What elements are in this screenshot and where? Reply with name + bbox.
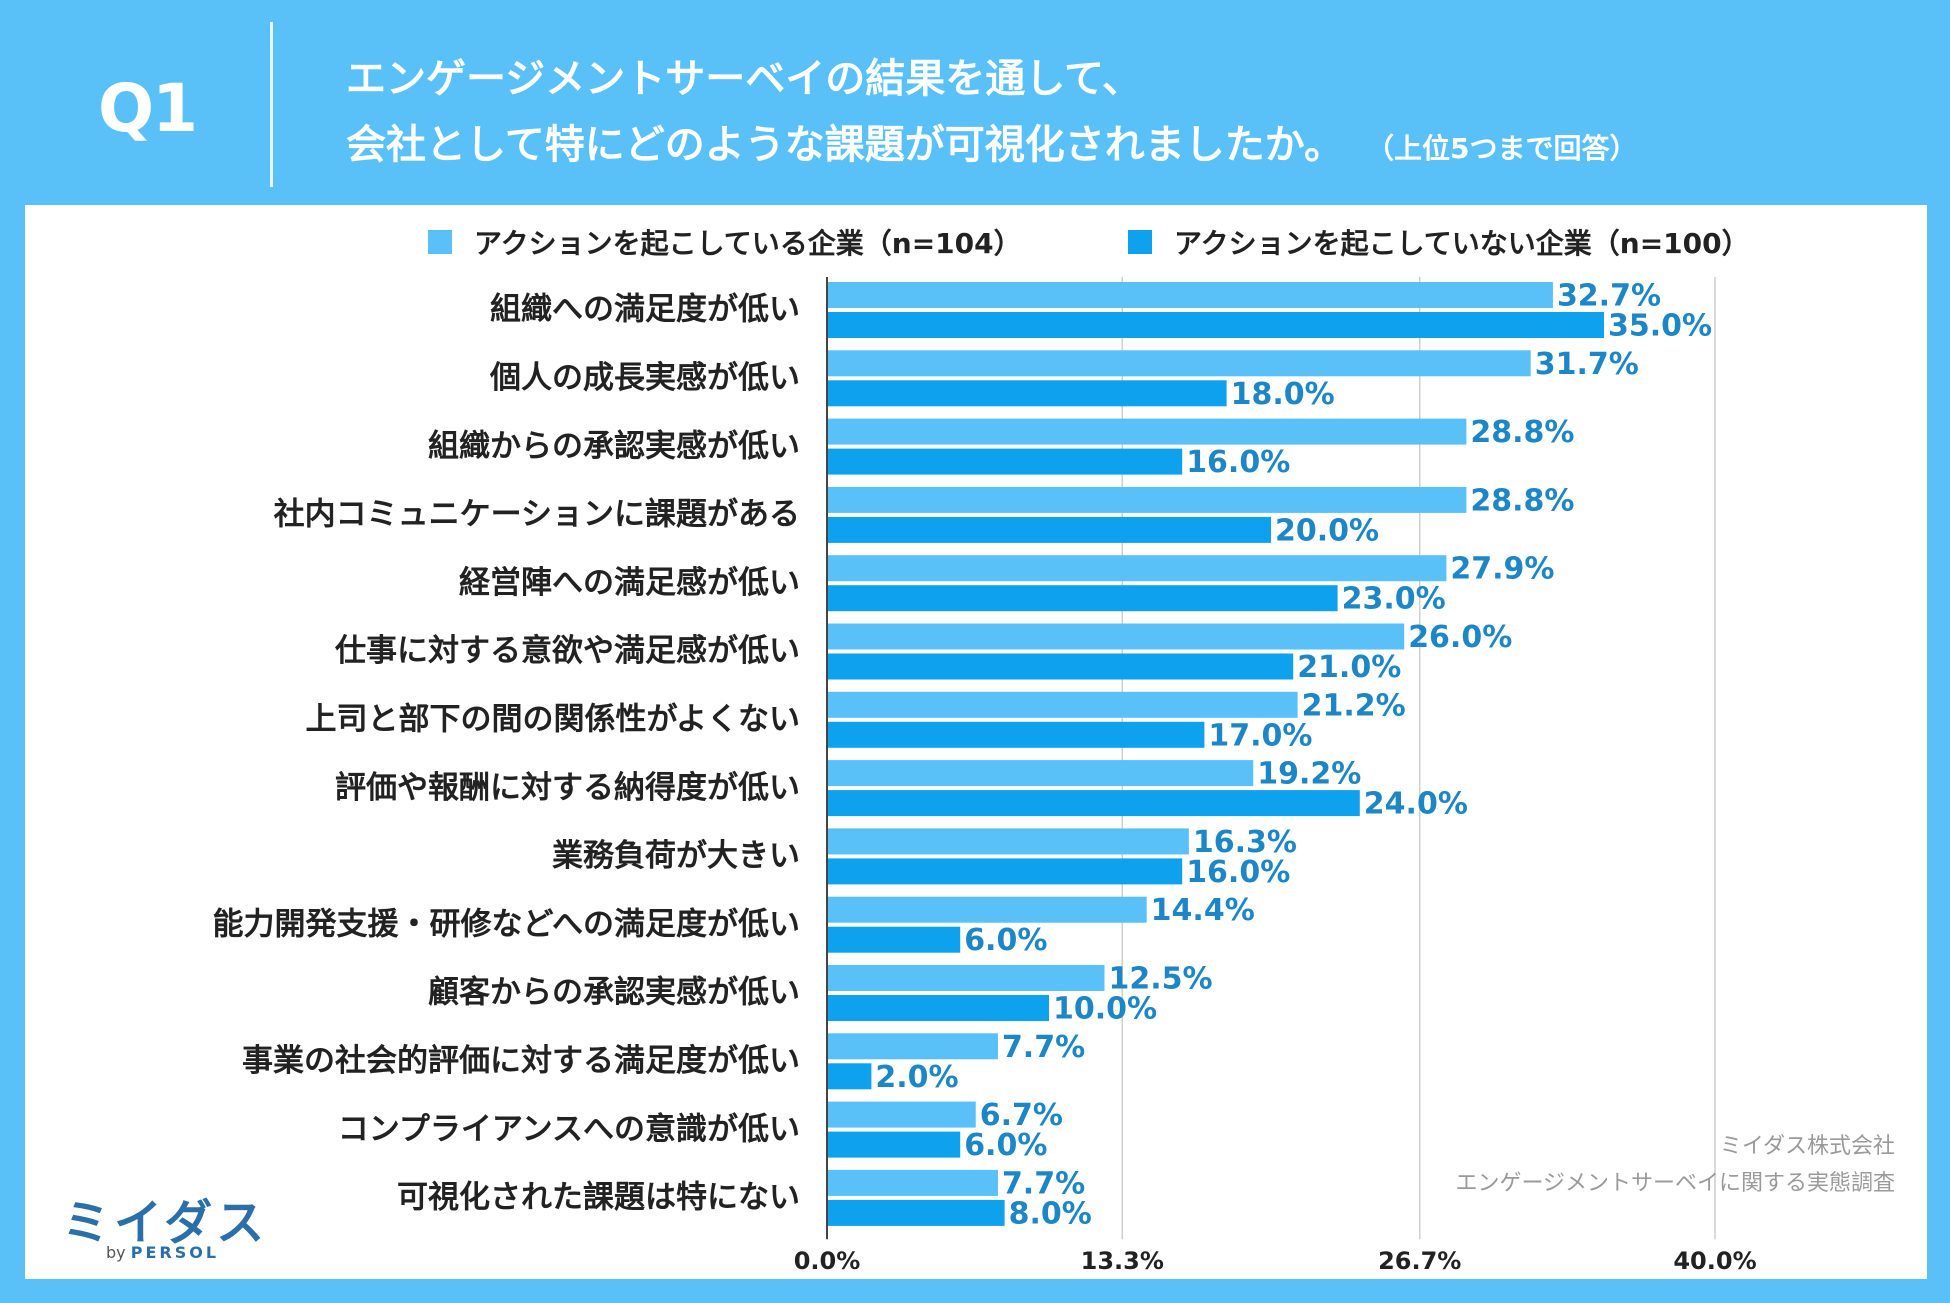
bar-series2: [827, 380, 1227, 407]
title-line-1: エンゲージメントサーベイの結果を通して、: [346, 56, 1142, 102]
data-label: 19.2%: [1257, 757, 1361, 792]
data-label: 2.0%: [875, 1060, 958, 1095]
bar-series1: [827, 282, 1553, 308]
legend-swatch-series2: [1128, 230, 1152, 254]
data-label: 18.0%: [1231, 377, 1335, 412]
data-label: 23.0%: [1342, 582, 1446, 617]
header: Q1 エンゲージメントサーベイの結果を通して、 会社として特にどのような課題が可…: [0, 0, 1950, 200]
bar-series1: [827, 691, 1298, 718]
title-line-2-text: 会社として特にどのような課題が可視化されましたか。: [346, 122, 1344, 168]
bar-series2: [827, 1131, 961, 1158]
category-label: 社内コミュニケーションに課題がある: [274, 497, 800, 533]
data-label: 6.0%: [964, 923, 1047, 958]
bar-series1: [827, 896, 1147, 923]
data-label: 28.8%: [1470, 415, 1574, 450]
title-note: （上位5つまで回答）: [1380, 132, 1638, 165]
bar-series1: [827, 486, 1467, 513]
x-tick-label: 13.3%: [1081, 1247, 1164, 1275]
header-divider: [270, 22, 273, 187]
data-label: 28.8%: [1470, 483, 1574, 518]
question-label: Q1: [98, 70, 198, 147]
bar-series2: [827, 312, 1604, 338]
bar-series1: [827, 1101, 976, 1128]
logo-by: by: [106, 1243, 126, 1262]
data-label: 35.0%: [1608, 309, 1712, 344]
data-label: 10.0%: [1053, 992, 1157, 1027]
data-label: 31.7%: [1535, 347, 1639, 382]
category-label: 可視化された課題は特にない: [397, 1180, 800, 1216]
category-label: 評価や報酬に対する納得度が低い: [335, 770, 800, 806]
bar-series2: [827, 858, 1183, 885]
bar-series1: [827, 350, 1531, 377]
category-label: 組織からの承認実感が低い: [428, 428, 800, 464]
bar-series1: [827, 418, 1467, 445]
bar-series2: [827, 926, 961, 953]
bar-series1: [827, 623, 1405, 650]
category-label: 上司と部下の間の関係性がよくない: [306, 701, 800, 737]
data-label: 14.4%: [1151, 893, 1255, 928]
data-label: 21.0%: [1297, 650, 1401, 685]
legend-label-series2: アクションを起こしていない企業（n=100）: [1174, 227, 1750, 260]
data-label: 16.0%: [1186, 445, 1290, 480]
data-label: 7.7%: [1002, 1166, 1085, 1201]
legend-item-series1: アクションを起こしている企業（n=104）: [428, 222, 1022, 262]
logo-wordmark: ミイダス: [62, 1195, 269, 1251]
category-label: 個人の成長実感が低い: [489, 360, 800, 396]
bar-series2: [827, 653, 1294, 680]
data-label: 6.7%: [980, 1098, 1063, 1133]
data-label: 24.0%: [1364, 787, 1468, 822]
category-label: 顧客からの承認実感が低い: [428, 975, 800, 1011]
data-label: 17.0%: [1208, 718, 1312, 753]
data-label: 8.0%: [1009, 1196, 1092, 1231]
legend-item-series2: アクションを起こしていない企業（n=100）: [1128, 222, 1750, 262]
category-label: 事業の社会的評価に対する満足度が低い: [242, 1043, 800, 1079]
legend-label-series1: アクションを起こしている企業（n=104）: [474, 227, 1022, 260]
x-tick-label: 0.0%: [794, 1247, 861, 1275]
data-label: 16.0%: [1186, 855, 1290, 890]
data-label: 6.0%: [964, 1128, 1047, 1163]
data-label: 21.2%: [1302, 688, 1406, 723]
x-tick-label: 26.7%: [1378, 1247, 1461, 1275]
bar-series2: [827, 585, 1338, 612]
legend-swatch-series1: [428, 230, 452, 254]
data-label: 12.5%: [1109, 962, 1213, 997]
data-label: 26.0%: [1408, 620, 1512, 655]
category-label: コンプライアンスへの意識が低い: [338, 1111, 800, 1147]
title-line-2: 会社として特にどのような課題が可視化されましたか。 （上位5つまで回答）: [346, 112, 1637, 170]
bar-series2: [827, 995, 1049, 1021]
bar-series1: [827, 760, 1254, 787]
category-label: 業務負荷が大きい: [552, 838, 800, 874]
bar-series1: [827, 1169, 998, 1196]
bar-series1: [827, 965, 1105, 991]
bar-series1: [827, 555, 1447, 582]
category-label: 経営陣への満足感が低い: [459, 565, 800, 601]
source-company: ミイダス株式会社: [1719, 1134, 1895, 1159]
category-label: 組織への満足度が低い: [490, 292, 800, 328]
category-label: 仕事に対する意欲や満足感が低い: [335, 633, 800, 669]
data-label: 27.9%: [1450, 552, 1554, 587]
bar-series2: [827, 516, 1271, 543]
bar-series2: [827, 721, 1205, 748]
bar-series1: [827, 828, 1189, 855]
category-label: 能力開発支援・研修などへの満足度が低い: [213, 906, 800, 942]
bar-series1: [827, 1033, 998, 1060]
bar-series2: [827, 1063, 872, 1090]
legend: アクションを起こしている企業（n=104） アクションを起こしていない企業（n=…: [0, 222, 1950, 262]
bar-series2: [827, 448, 1183, 475]
logo-brand: PERSOL: [130, 1243, 220, 1262]
data-label: 7.7%: [1002, 1030, 1085, 1065]
source-survey: エンゲージメントサーベイに関する実態調査: [1455, 1171, 1895, 1196]
x-tick-label: 40.0%: [1673, 1247, 1756, 1275]
logo-byline: by PERSOL: [106, 1243, 219, 1262]
data-label: 20.0%: [1275, 513, 1379, 548]
data-label: 16.3%: [1193, 825, 1297, 860]
midas-logo: ミイダス by PERSOL: [62, 1183, 269, 1262]
bar-series2: [827, 790, 1360, 817]
source-credit: ミイダス株式会社 エンゲージメントサーベイに関する実態調査: [1455, 1128, 1895, 1202]
data-label: 32.7%: [1557, 279, 1661, 314]
bar-series2: [827, 1199, 1005, 1226]
